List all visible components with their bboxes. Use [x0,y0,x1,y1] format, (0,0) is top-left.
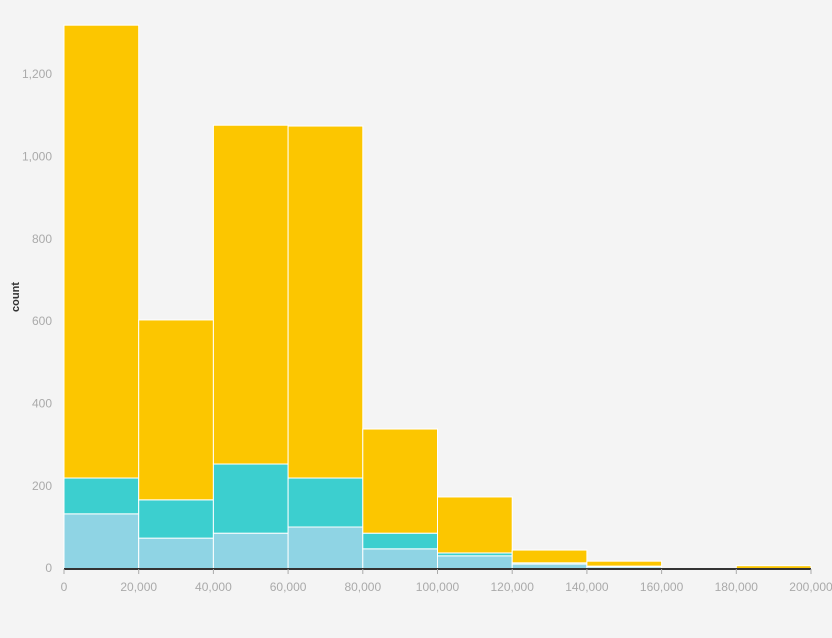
x-tick-label: 40,000 [195,580,232,594]
bar-segment [64,25,139,478]
bar-segment [288,527,363,569]
x-tick-label: 20,000 [120,580,157,594]
bar-segment [288,478,363,527]
x-tick-label: 60,000 [270,580,307,594]
bar-segment [64,514,139,569]
x-tick-label: 160,000 [640,580,684,594]
y-tick-label: 0 [45,561,52,575]
x-tick-label: 100,000 [416,580,460,594]
y-tick-label: 200 [32,479,52,493]
bar-segment [139,538,214,569]
y-tick-label: 1,000 [22,150,52,164]
x-tick-label: 200,000 [789,580,832,594]
bar-segment [64,478,139,514]
x-tick-label: 140,000 [565,580,609,594]
bar-segment [288,126,363,478]
bar-segment [213,464,288,533]
x-tick-label: 80,000 [344,580,381,594]
y-tick-label: 600 [32,314,52,328]
x-tick-label: 180,000 [715,580,759,594]
y-tick-label: 1,200 [22,67,52,81]
bar-segment [213,533,288,569]
bar-segment [363,429,438,533]
y-tick-label: 800 [32,232,52,246]
y-axis-label: count [10,282,22,312]
bar-segment [363,533,438,549]
x-tick-label: 0 [61,580,68,594]
y-tick-label: 400 [32,397,52,411]
bar-segment [438,497,513,553]
bar-segment [512,550,587,563]
bar-segment [139,500,214,538]
x-tick-label: 120,000 [491,580,535,594]
bar-segment [213,125,288,464]
bar-segment [587,561,662,566]
bar-segment [438,556,513,569]
bar-segment [363,549,438,569]
bar-segment [139,320,214,500]
